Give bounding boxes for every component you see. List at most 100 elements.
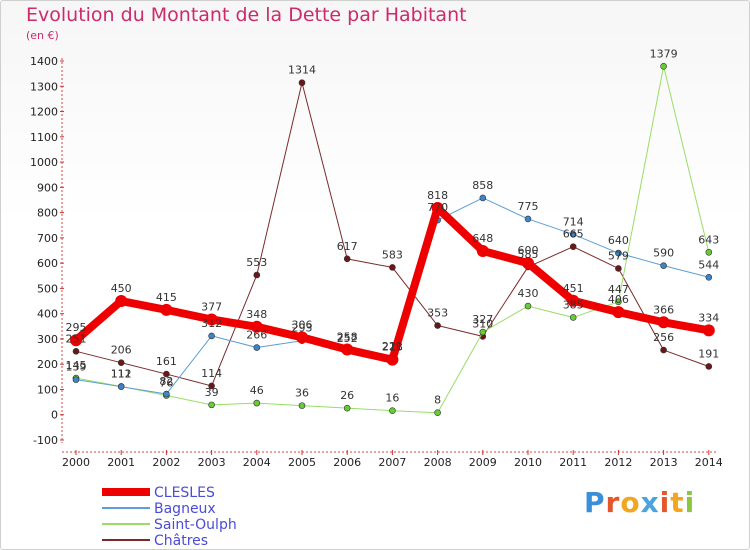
data-label: 39 [205, 386, 219, 399]
x-tick-label: 2012 [604, 456, 632, 469]
data-point [434, 409, 441, 417]
data-point [341, 343, 354, 356]
data-label: 256 [653, 331, 674, 344]
data-label: 450 [111, 282, 132, 295]
data-label: 16 [385, 392, 399, 405]
logo-letter: x [640, 486, 660, 519]
chart-title: Evolution du Montant de la Dette par Hab… [26, 4, 467, 26]
data-point [72, 376, 80, 383]
data-label: 1379 [650, 47, 678, 60]
data-point [389, 264, 396, 271]
data-label: 111 [111, 368, 132, 381]
data-label: 145 [66, 359, 87, 372]
proxiti-logo: Proxiti [584, 486, 695, 519]
data-label: 266 [246, 329, 267, 342]
data-label: 221 [382, 340, 403, 353]
data-point [343, 404, 351, 412]
data-point [163, 370, 170, 378]
legend-label: CLESLES [154, 485, 215, 501]
x-tick-label: 2014 [695, 456, 723, 469]
data-label: 327 [472, 313, 493, 326]
logo-letter: i [659, 486, 671, 519]
data-label: 366 [653, 303, 674, 316]
legend-label: Saint-Oulph [154, 517, 237, 533]
data-point [479, 194, 487, 202]
y-tick-label: 100 [37, 383, 58, 396]
data-label: 251 [66, 332, 87, 345]
data-point [253, 271, 261, 279]
y-tick-label: 600 [37, 257, 58, 270]
data-point [660, 346, 667, 354]
y-tick-label: 200 [37, 358, 58, 371]
data-point [615, 265, 622, 272]
data-label: 579 [608, 249, 629, 262]
data-label: 46 [250, 384, 264, 397]
data-label: 451 [563, 282, 584, 295]
data-label: 640 [608, 234, 629, 247]
x-tick-label: 2011 [559, 456, 587, 469]
data-point [524, 302, 532, 310]
y-tick-label: -100 [33, 434, 58, 447]
data-label: 26 [340, 389, 354, 402]
y-tick-label: 1000 [30, 156, 58, 169]
data-label: 82 [159, 375, 173, 388]
y-tick-label: 1200 [30, 106, 58, 119]
data-label: 1314 [288, 64, 316, 77]
data-label: 818 [427, 189, 448, 202]
data-label: 161 [156, 355, 177, 368]
data-point [431, 202, 444, 215]
data-label: 206 [111, 344, 132, 357]
data-label: 191 [698, 347, 719, 360]
data-label: 775 [518, 200, 539, 213]
data-label: 385 [563, 298, 584, 311]
logo-letter: t [670, 486, 685, 519]
data-label: 583 [382, 248, 403, 261]
data-label: 353 [427, 307, 448, 320]
data-point [434, 322, 441, 329]
data-point [524, 215, 532, 223]
data-label: 312 [201, 317, 222, 330]
data-point [298, 79, 306, 87]
y-tick-label: 1100 [30, 131, 58, 144]
data-point [660, 262, 667, 269]
data-point [567, 294, 580, 307]
logo-letter: P [584, 486, 606, 519]
data-label: 258 [337, 331, 358, 344]
data-label: 114 [201, 367, 222, 380]
data-label: 348 [246, 308, 267, 321]
data-point [208, 332, 215, 340]
data-point [296, 331, 308, 344]
y-tick-label: 0 [51, 409, 58, 422]
data-point [208, 382, 215, 390]
data-point [117, 359, 125, 366]
data-point [476, 245, 489, 258]
y-tick-label: 1300 [30, 80, 58, 93]
x-tick-label: 2008 [424, 456, 452, 469]
data-point [163, 390, 170, 398]
data-label: 8 [434, 394, 441, 407]
data-point [705, 273, 713, 281]
data-label: 585 [518, 248, 539, 261]
data-label: 36 [295, 387, 309, 400]
data-label: 406 [608, 293, 629, 306]
data-point [660, 63, 667, 70]
x-tick-label: 2000 [62, 456, 90, 469]
x-tick-label: 2004 [243, 456, 271, 469]
logo-letter: r [605, 486, 621, 519]
data-label: 295 [66, 321, 87, 334]
data-label: 643 [698, 233, 719, 246]
data-point [615, 298, 622, 306]
data-label: 447 [608, 283, 629, 296]
data-point [208, 401, 215, 409]
x-tick-label: 2007 [378, 456, 406, 469]
data-label: 415 [156, 291, 177, 304]
data-point [612, 306, 625, 319]
data-label: 600 [518, 244, 539, 257]
data-point [343, 255, 351, 263]
x-tick-label: 2005 [288, 456, 316, 469]
y-tick-label: 500 [37, 282, 58, 295]
data-point [389, 407, 396, 414]
y-tick-label: 800 [37, 207, 58, 220]
data-label: 334 [698, 311, 719, 324]
